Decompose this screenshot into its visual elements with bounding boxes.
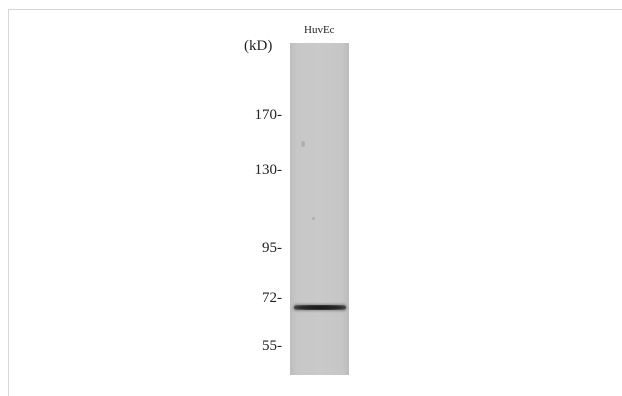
lane-artifact bbox=[312, 217, 315, 220]
molecular-weight-unit: (kD) bbox=[244, 38, 273, 54]
marker-95: 95- bbox=[262, 240, 282, 256]
figure-border-top bbox=[8, 9, 622, 10]
blot-lane bbox=[290, 43, 349, 375]
marker-170: 170- bbox=[254, 107, 283, 123]
lane-label: HuvEc bbox=[304, 24, 335, 36]
marker-130: 130- bbox=[254, 162, 283, 178]
figure-border-left bbox=[8, 9, 9, 396]
marker-55: 55- bbox=[262, 338, 282, 354]
lane-artifact bbox=[301, 141, 305, 147]
protein-band bbox=[294, 305, 346, 310]
marker-72: 72- bbox=[262, 290, 282, 306]
